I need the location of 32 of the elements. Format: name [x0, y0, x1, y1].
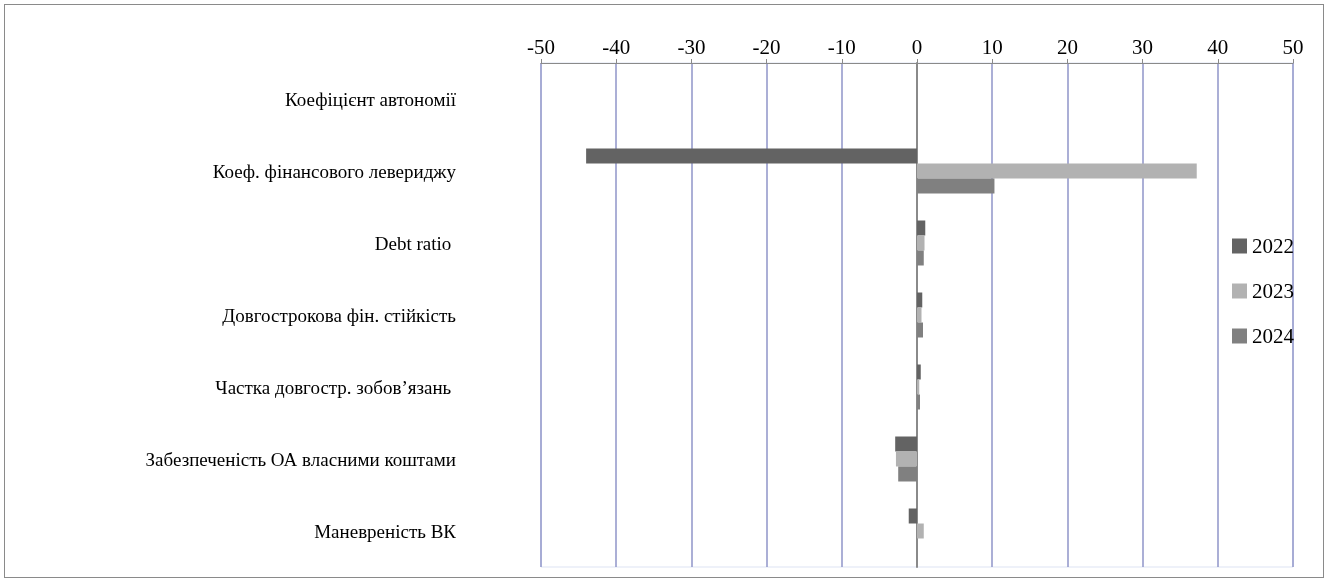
legend-label: 2024	[1252, 324, 1295, 348]
x-tick-label: -40	[602, 34, 631, 59]
x-tick-label: -20	[752, 34, 781, 59]
x-tick-label: -30	[677, 34, 706, 59]
x-tick-label: 50	[1282, 34, 1304, 59]
bar	[908, 508, 917, 524]
bar	[917, 364, 921, 380]
x-tick-label: 10	[981, 34, 1003, 59]
bar	[917, 523, 924, 539]
bar	[917, 307, 922, 323]
bar	[895, 436, 917, 452]
bar	[917, 292, 923, 308]
y-tick-label: Коефіцієнт автономії	[285, 88, 457, 110]
y-tick-label: Частка довгостр. зобов’язань	[215, 376, 456, 398]
x-tick-label: 40	[1207, 34, 1229, 59]
bar	[917, 163, 1197, 179]
legend-label: 2022	[1252, 234, 1294, 258]
y-tick-label: Забезпеченість ОА власними коштами	[145, 448, 456, 470]
x-tick-label: -10	[827, 34, 856, 59]
legend-label: 2023	[1252, 279, 1294, 303]
bar	[917, 220, 926, 236]
x-tick-label: 0	[911, 34, 923, 59]
bar	[586, 148, 917, 164]
x-tick-label: 30	[1132, 34, 1154, 59]
y-tick-label: Довгострокова фін. стійкість	[222, 304, 457, 326]
bar	[917, 235, 925, 251]
x-tick-label: -50	[527, 34, 555, 59]
y-tick-label: Debt ratio	[374, 232, 456, 254]
x-tick-label: 20	[1056, 34, 1078, 59]
y-tick-label: Коеф. фінансового левериджу	[212, 160, 457, 182]
y-tick-label: Маневреність ВК	[314, 520, 457, 542]
bar	[895, 451, 917, 467]
